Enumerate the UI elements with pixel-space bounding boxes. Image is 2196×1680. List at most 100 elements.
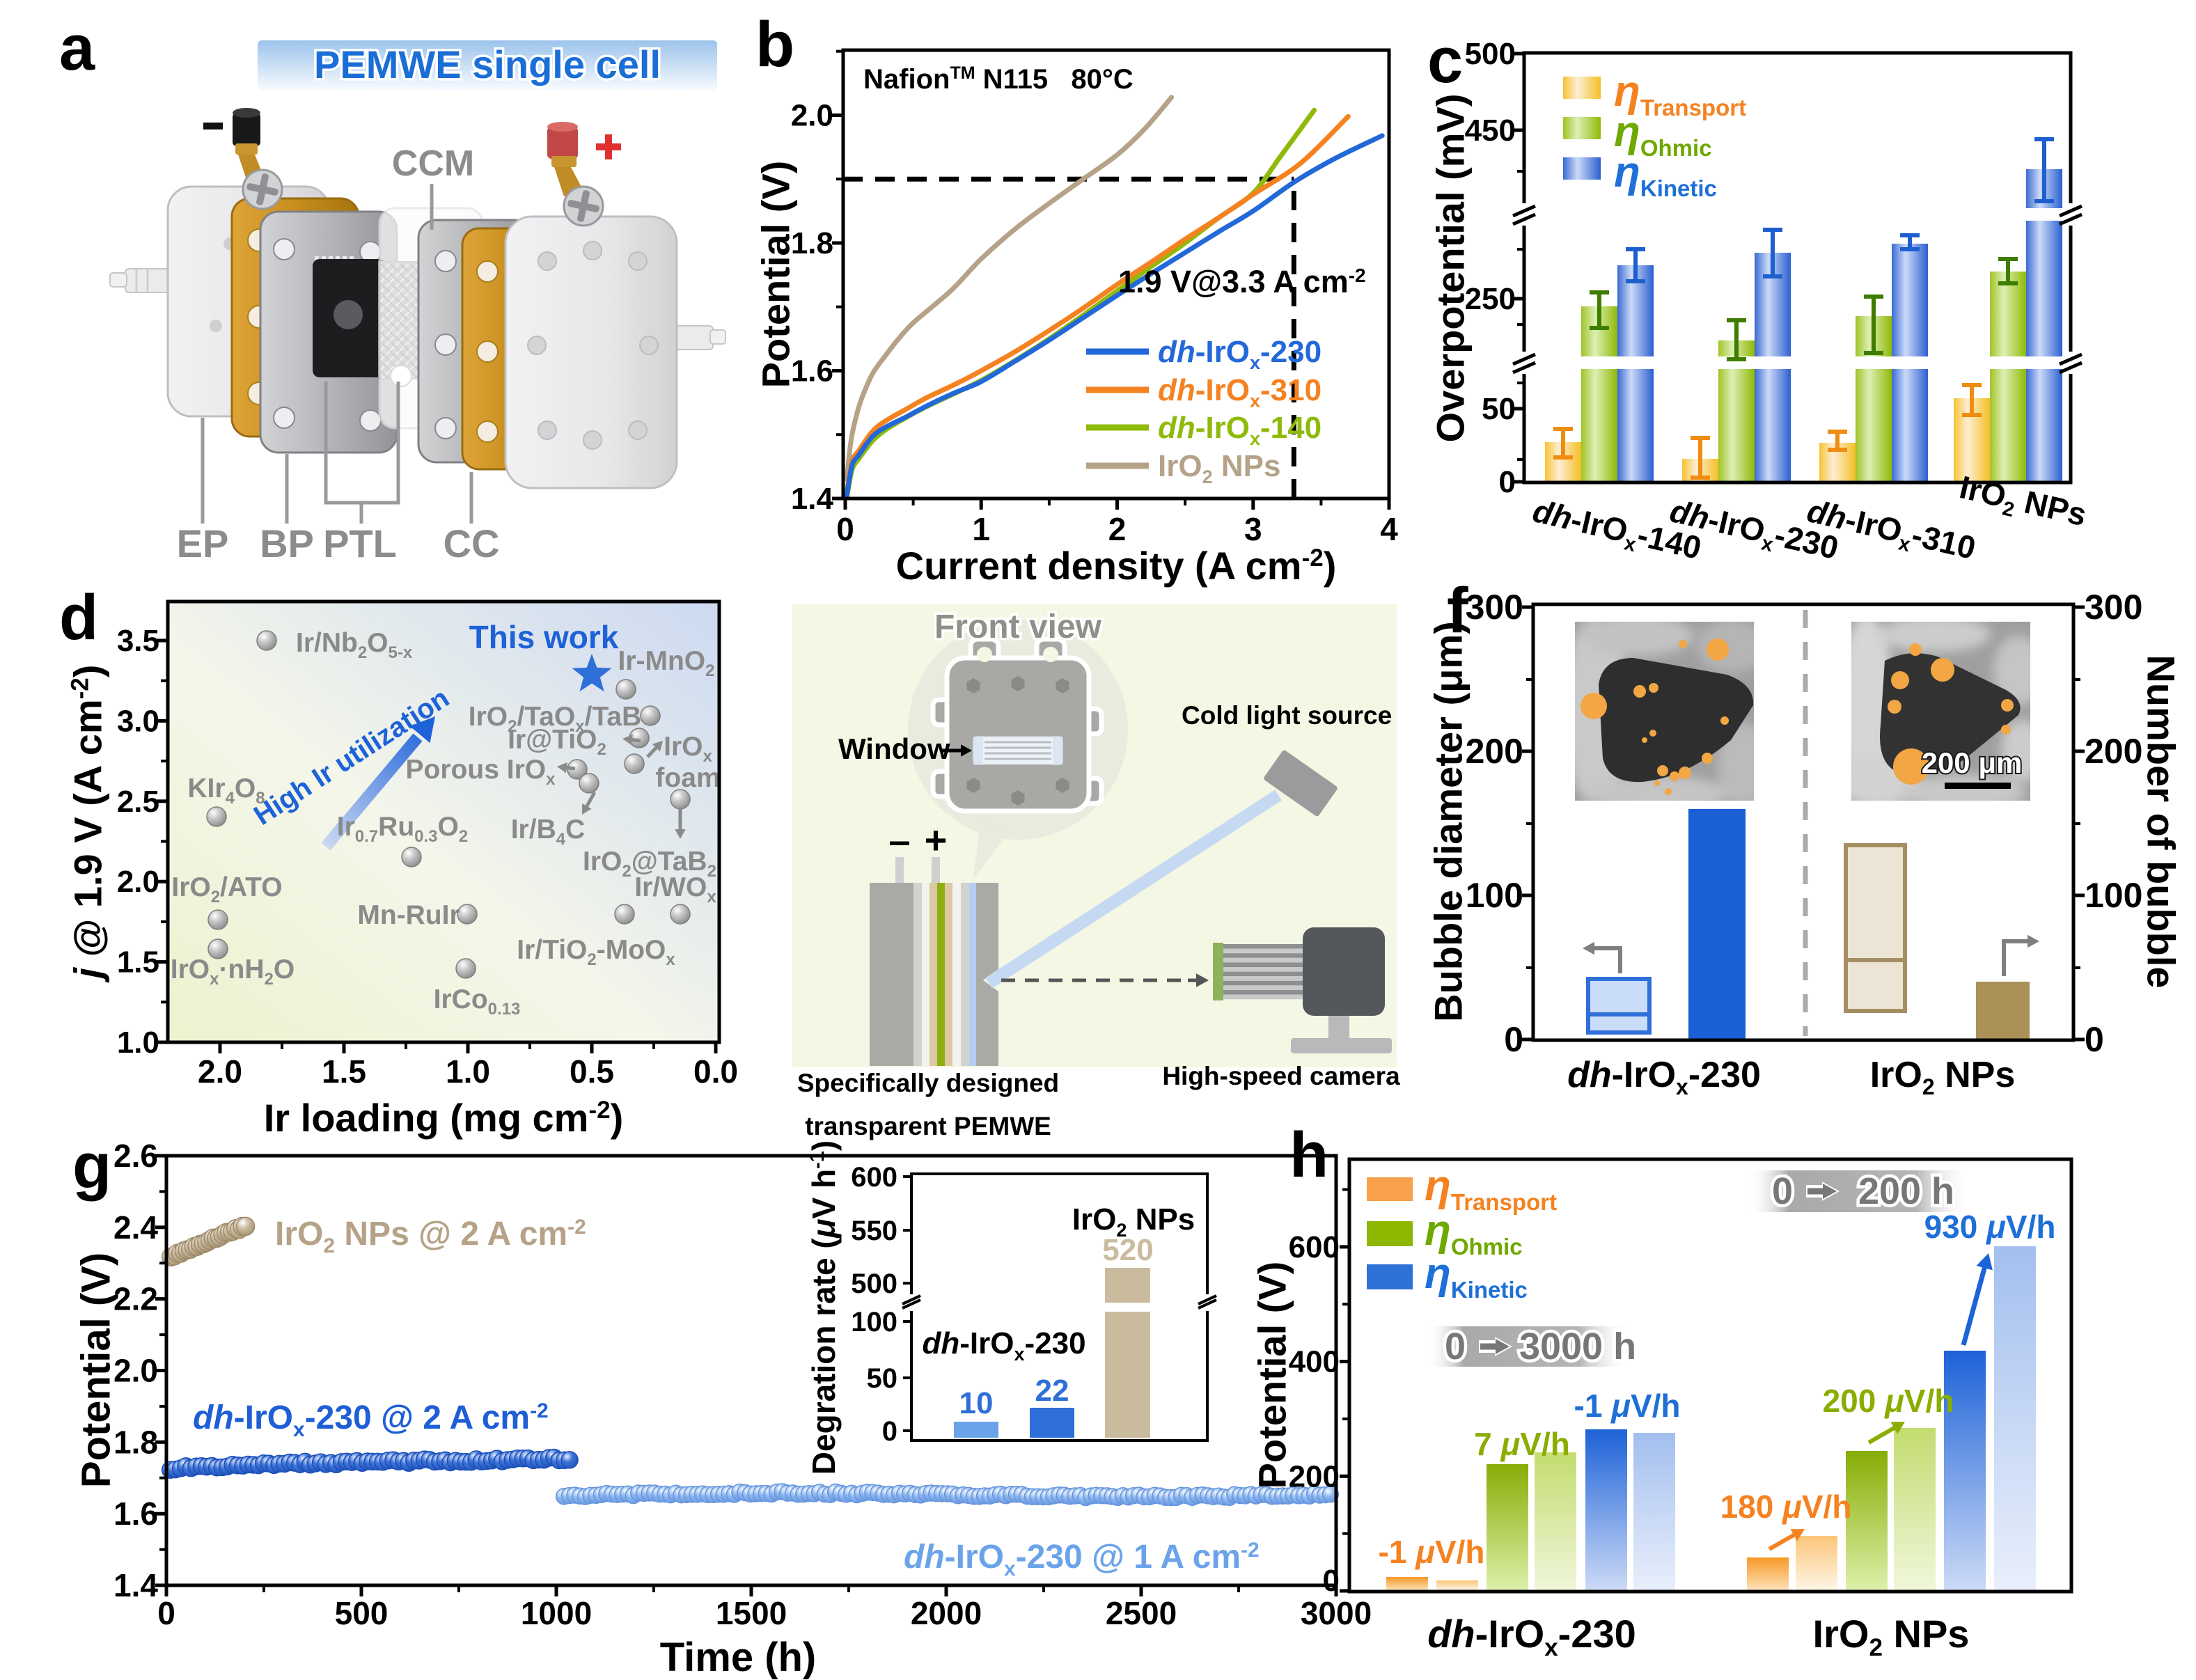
svg-text:Ir0.7Ru0.3O2: Ir0.7Ru0.3O2 [337, 812, 468, 846]
svg-text:2.0: 2.0 [198, 1053, 242, 1090]
svg-text:300: 300 [2085, 588, 2142, 627]
svg-text:This work: This work [469, 619, 619, 655]
svg-text:0.0: 0.0 [693, 1053, 738, 1090]
svg-text:2: 2 [1108, 511, 1127, 547]
svg-text:ηOhmic: ηOhmic [1425, 1207, 1523, 1259]
svg-text:dh-IrOx-230: dh-IrOx-230 [1158, 335, 1321, 373]
svg-text:600: 600 [851, 1162, 897, 1193]
svg-text:dh-IrOx-230: dh-IrOx-230 [1567, 1055, 1761, 1099]
svg-text:600: 600 [1289, 1230, 1340, 1264]
svg-text:c: c [1427, 25, 1463, 96]
svg-text:2.0: 2.0 [113, 1353, 158, 1389]
svg-text:0: 0 [1772, 1170, 1793, 1212]
svg-text:4: 4 [1380, 511, 1398, 547]
svg-text:f: f [1447, 575, 1468, 646]
svg-text:100: 100 [1466, 876, 1523, 915]
svg-text:1.4: 1.4 [791, 482, 834, 516]
svg-text:300: 300 [1466, 588, 1523, 627]
svg-text:Specifically designed: Specifically designed [797, 1069, 1059, 1097]
svg-text:IrOx: IrOx [664, 732, 712, 766]
svg-text:2.4: 2.4 [113, 1209, 158, 1246]
svg-text:1000: 1000 [521, 1595, 592, 1631]
svg-text:1.0: 1.0 [446, 1053, 490, 1090]
svg-text:180 μV/h: 180 μV/h [1720, 1489, 1852, 1525]
svg-text:0: 0 [1445, 1326, 1466, 1367]
svg-text:Number of bubble: Number of bubble [2139, 654, 2183, 988]
svg-text:PEMWE single cell: PEMWE single cell [314, 42, 661, 86]
svg-text:50: 50 [867, 1363, 898, 1394]
svg-text:0: 0 [1323, 1564, 1340, 1598]
svg-text:1.5: 1.5 [117, 945, 159, 980]
svg-text:ηTransport: ηTransport [1425, 1162, 1557, 1215]
svg-text:EP: EP [177, 521, 229, 565]
svg-text:0: 0 [1504, 1020, 1523, 1059]
svg-text:KIr4O8: KIr4O8 [187, 774, 265, 808]
svg-text:Potential (V): Potential (V) [1250, 1262, 1294, 1489]
svg-text:500: 500 [335, 1595, 389, 1631]
svg-text:550: 550 [851, 1216, 897, 1246]
svg-text:d: d [59, 582, 98, 653]
svg-text:Overpotential (mV): Overpotential (mV) [1429, 94, 1473, 443]
svg-text:ηOhmic: ηOhmic [1614, 108, 1712, 161]
svg-text:ηKinetic: ηKinetic [1614, 148, 1717, 201]
svg-text:0: 0 [1499, 465, 1516, 499]
svg-text:2000: 2000 [911, 1595, 982, 1631]
svg-text:0: 0 [157, 1595, 175, 1631]
svg-text:IrO2/ATO: IrO2/ATO [171, 872, 282, 906]
svg-text:Current density (A cm-2): Current density (A cm-2) [896, 544, 1337, 588]
svg-text:dh-IrOx-140: dh-IrOx-140 [1158, 411, 1321, 449]
svg-text:Ir/TiO2-MoOx: Ir/TiO2-MoOx [517, 935, 675, 969]
svg-text:2.5: 2.5 [117, 785, 159, 819]
svg-text:h: h [1289, 1120, 1328, 1191]
svg-text:-1 μV/h: -1 μV/h [1574, 1388, 1681, 1424]
svg-text:22: 22 [1035, 1374, 1069, 1408]
svg-text:2.2: 2.2 [113, 1281, 158, 1317]
svg-text:-1 μV/h: -1 μV/h [1379, 1534, 1485, 1570]
svg-text:j @ 1.9 V (A cm-2): j @ 1.9 V (A cm-2) [66, 665, 110, 984]
svg-text:0: 0 [836, 511, 854, 547]
svg-text:Cold light source: Cold light source [1182, 701, 1392, 730]
svg-text:IrO2 NPs: IrO2 NPs [1870, 1055, 2016, 1099]
svg-text:CCM: CCM [392, 143, 474, 184]
svg-text:Ir/B4C: Ir/B4C [511, 815, 586, 849]
svg-text:3.5: 3.5 [117, 624, 159, 658]
svg-text:Ir-MnO2: Ir-MnO2 [618, 646, 714, 680]
svg-text:IrOx·nH2O: IrOx·nH2O [171, 955, 295, 989]
svg-text:100: 100 [851, 1307, 897, 1337]
svg-text:450: 450 [1465, 113, 1516, 148]
svg-text:1: 1 [972, 511, 990, 547]
svg-text:250: 250 [1465, 282, 1516, 316]
svg-text:NafionTM N115 80°C: NafionTM N115 80°C [863, 63, 1134, 95]
svg-text:ηTransport: ηTransport [1614, 68, 1746, 120]
svg-text:3000: 3000 [1301, 1595, 1372, 1631]
svg-text:2500: 2500 [1106, 1595, 1177, 1631]
svg-text:Potential (V): Potential (V) [754, 161, 798, 388]
svg-text:3000 h: 3000 h [1519, 1326, 1636, 1367]
svg-text:1.9 V@3.3 A cm-2: 1.9 V@3.3 A cm-2 [1118, 264, 1366, 299]
svg-text:High-speed camera: High-speed camera [1162, 1062, 1400, 1090]
svg-text:200: 200 [1289, 1459, 1340, 1493]
svg-text:a: a [59, 13, 95, 84]
svg-text:ηKinetic: ηKinetic [1425, 1250, 1528, 1303]
svg-text:1500: 1500 [716, 1595, 787, 1631]
svg-text:1.6: 1.6 [791, 354, 833, 388]
svg-text:Mn-RuIr: Mn-RuIr [357, 900, 460, 930]
svg-text:IrO2 NPs: IrO2 NPs [1072, 1202, 1195, 1241]
svg-text:IrCo0.13: IrCo0.13 [434, 984, 521, 1019]
svg-text:200 μm: 200 μm [1922, 746, 2023, 779]
svg-text:dh-IrOx-310: dh-IrOx-310 [1158, 373, 1321, 411]
svg-text:g: g [72, 1131, 111, 1202]
svg-text:1.6: 1.6 [113, 1495, 158, 1532]
svg-text:foam: foam [655, 763, 720, 793]
svg-text:Front view: Front view [934, 609, 1102, 645]
svg-text:200: 200 [2085, 732, 2142, 771]
svg-text:IrO2 NPs: IrO2 NPs [1158, 449, 1280, 487]
svg-text:–: – [888, 818, 910, 862]
svg-text:dh-IrOx-230 @ 1 A cm-2: dh-IrOx-230 @ 1 A cm-2 [904, 1539, 1260, 1580]
svg-text:10: 10 [959, 1386, 994, 1420]
svg-text:BP: BP [260, 521, 314, 565]
svg-text:Ir loading (mg cm-2): Ir loading (mg cm-2) [264, 1096, 623, 1140]
svg-text:500: 500 [851, 1269, 897, 1299]
svg-text:dh-IrOx-230 @ 2 A cm-2: dh-IrOx-230 @ 2 A cm-2 [193, 1399, 549, 1441]
svg-text:930 μV/h: 930 μV/h [1924, 1209, 2056, 1245]
